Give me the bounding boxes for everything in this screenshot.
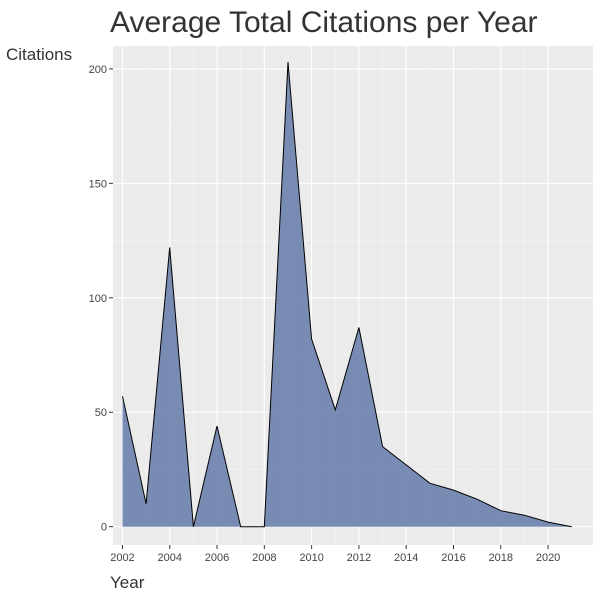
x-tick-label: 2008 — [252, 552, 276, 564]
axes: 2002 2004 2006 2008 2010 2012 2014 2016 2018 2020… — [89, 64, 561, 564]
y-tick-label: 0 — [101, 522, 107, 534]
y-tick-label: 50 — [95, 407, 107, 419]
y-tick-label: 150 — [89, 178, 107, 190]
chart-title: Average Total Citations per Year — [110, 6, 538, 39]
x-tick-label: 2010 — [299, 552, 323, 564]
x-tick-label: 2016 — [441, 552, 465, 564]
area-fill — [122, 62, 572, 527]
x-tick-label: 2014 — [394, 552, 418, 564]
y-tick-label: 100 — [89, 293, 107, 305]
x-tick-label: 2012 — [347, 552, 371, 564]
x-tick-label: 2002 — [110, 552, 134, 564]
x-tick-label: 2006 — [205, 552, 229, 564]
x-tick-label: 2020 — [536, 552, 560, 564]
x-axis-label: Year — [110, 573, 145, 592]
x-tick-label: 2018 — [489, 552, 513, 564]
y-tick-label: 200 — [89, 64, 107, 76]
x-tick-label: 2004 — [158, 552, 182, 564]
area-outline — [122, 61, 572, 528]
area-series — [122, 61, 572, 528]
y-axis-label: Citations — [6, 45, 72, 64]
